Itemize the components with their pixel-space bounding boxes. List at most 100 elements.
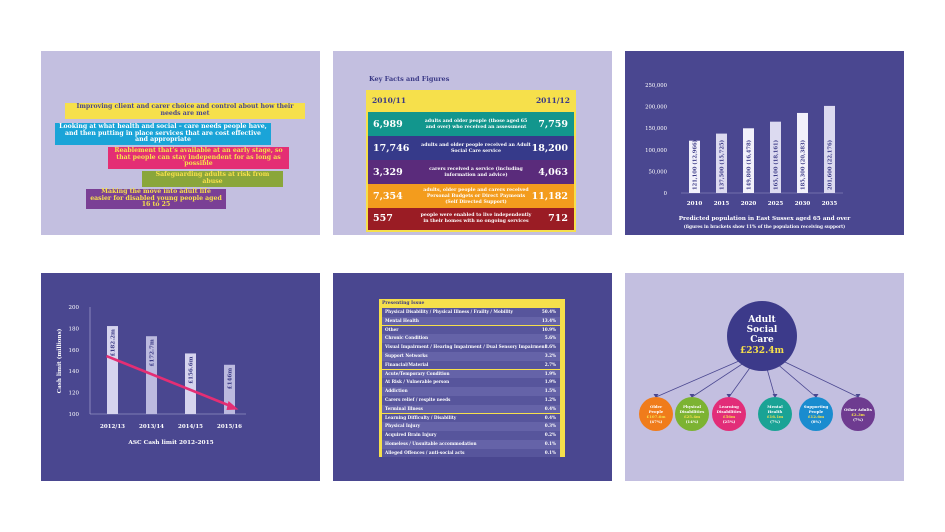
table-row: Mental Health 13.4% [382, 316, 560, 326]
table-row: Financial/Material 2.7% [382, 360, 560, 370]
fact-value-2010: 3,329 [373, 167, 403, 178]
y-tick-label: 200,000 [645, 105, 668, 111]
budget-category-circle: Supporting People £12.6m (8%) [799, 397, 833, 431]
data-bar [107, 326, 118, 414]
y-tick-label: 200 [69, 305, 80, 311]
budget-category-circle: Mental Health £16.1m (7%) [758, 397, 792, 431]
table-row: Physical Injury 0.3% [382, 422, 560, 431]
fact-value-2010: 7,354 [373, 191, 403, 202]
issue-percentage: 1.9% [544, 379, 556, 385]
connector-arrowhead [653, 394, 659, 398]
budget-category-circle: Older People £107.6m (47%) [639, 397, 673, 431]
x-tick-label: 2013/14 [139, 424, 164, 430]
budget-category-amount: £2.3m [851, 411, 865, 417]
data-label: £182.2m [111, 329, 117, 356]
budget-breakdown-slide: Adult Social Care £232.4m Older People £1… [625, 273, 904, 481]
issue-name: Homeless / Unsuitable accommodation [385, 441, 477, 446]
issue-name: Other [385, 326, 399, 332]
priority-strip: Improving client and carer choice and co… [65, 103, 305, 119]
budget-category-circle: Physical Disabilities £25.4m (14%) [675, 397, 709, 431]
table-row: Addiction 1.5% [382, 387, 560, 396]
fact-description: adults, older people and carers received… [423, 188, 529, 205]
budget-category-title: Supporting People [803, 404, 829, 414]
data-bar [797, 112, 808, 193]
issue-percentage: 13.4% [541, 317, 556, 323]
population-chart-slide: 0 50,000 100,000 150,000 200,000 250,000 121,1… [625, 51, 904, 235]
key-fact-row: 17,746 adults and older people received … [368, 136, 574, 162]
data-label: £172.7m [150, 339, 156, 366]
priority-strip: Safeguarding adults at risk from abuse [142, 171, 283, 187]
issue-name: Visual Impairment / Hearing Impairment /… [385, 344, 547, 350]
x-tick-label: 2014/15 [178, 424, 203, 430]
fact-value-2011: 18,200 [531, 143, 568, 154]
connector-arrowhead [855, 394, 861, 398]
issue-percentage: 50.4% [541, 309, 556, 314]
budget-category-percentage: (47%) [649, 419, 663, 424]
year-2010-11: 2010/11 [372, 96, 407, 105]
key-fact-row: 557 people were enabled to live independ… [368, 208, 574, 230]
issue-percentage: 1.5% [544, 388, 556, 394]
fact-value-2011: 712 [548, 213, 568, 224]
table-row: Learning Difficulty / Disability 0.4% [382, 413, 560, 423]
data-label: 201,600 (22,176) [827, 140, 834, 190]
budget-category-title: Physical Disabilities [679, 404, 705, 414]
issue-percentage: 2.7% [544, 361, 556, 367]
y-tick-label: 0 [664, 191, 668, 197]
x-tick-label: 2030 [795, 201, 811, 207]
issue-percentage: 10.9% [541, 326, 556, 332]
table-row: Terminal Illness 0.4% [382, 404, 560, 414]
key-fact-row: 7,354 adults, older people and carers re… [368, 184, 574, 210]
x-tick-label: 2025 [768, 201, 784, 207]
data-bar [689, 140, 700, 193]
priority-strip: Looking at what health and social – care… [55, 123, 271, 145]
budget-category-amount: £12.6m [807, 414, 825, 419]
issue-name: Acute/Temporary Condition [385, 370, 450, 376]
issue-name: Carers relief / respite needs [385, 397, 451, 402]
connector-arrowhead [772, 394, 778, 398]
issue-name: Financial/Material [385, 361, 429, 367]
issue-percentage: 0.3% [544, 423, 556, 429]
issue-name: Acquired Brain Injury [385, 432, 437, 438]
y-tick-label: 140 [69, 369, 80, 375]
budget-category-title: Mental Health [767, 404, 783, 414]
budget-category-percentage: (7%) [769, 419, 781, 424]
fact-description: adults and older people (those aged 65 a… [424, 119, 528, 130]
data-label: 149,800 (16,478) [746, 140, 753, 190]
presenting-issue-slide: Presenting Issue Physical Disability / P… [333, 273, 612, 481]
budget-category-amount: £107.6m [646, 414, 666, 419]
table-row: Carers relief / respite needs 1.2% [382, 396, 560, 405]
fact-description: adults and older people received an Adul… [421, 143, 531, 154]
table-row: Acquired Brain Injury 0.2% [382, 431, 560, 440]
priorities-slide: Improving client and carer choice and co… [41, 51, 320, 235]
adult-social-care-title: Adult Social Care [746, 315, 778, 345]
budget-category-amount: £16.1m [766, 414, 784, 419]
data-label: 137,500 (15,725) [719, 140, 726, 190]
data-bar [716, 133, 727, 193]
data-label: £156.6m [189, 356, 195, 383]
issue-name: Terminal Illness [385, 405, 423, 411]
cash-limit-bar-chart: 100 120 140 160 180 200 Cash limit (millions) £… [56, 305, 246, 446]
x-tick-label: 2015/16 [217, 424, 242, 430]
table-row: Acute/Temporary Condition 1.9% [382, 369, 560, 379]
priority-strip: Reablement that’s available at an early … [108, 147, 289, 169]
issue-percentage: 5.6% [544, 335, 556, 341]
fact-description: carers received a service (including inf… [429, 167, 523, 178]
issue-name: Alleged Offences / anti-social acts [385, 449, 465, 455]
y-tick-label: 100,000 [645, 148, 668, 154]
key-facts-slide: Key Facts and Figures 2010/11 2011/12 6,… [333, 51, 612, 235]
key-facts-title: Key Facts and Figures [369, 75, 450, 83]
table-row: Chronic Condition 5.6% [382, 334, 560, 343]
table-row: Other 10.9% [382, 325, 560, 335]
data-bar [224, 364, 235, 414]
budget-category-amount: £25.4m [683, 414, 701, 419]
year-2011-12: 2011/12 [535, 96, 570, 105]
issue-percentage: 0.1% [544, 449, 556, 455]
issue-percentage: 0.4% [544, 405, 556, 411]
budget-category-circle: Learning Disabilities £56m (25%) [712, 397, 746, 431]
connector-arrowhead [689, 394, 695, 398]
issue-percentage: 0.4% [544, 414, 556, 420]
y-tick-label: 120 [69, 391, 80, 397]
y-tick-label: 180 [69, 326, 80, 332]
y-tick-label: 100 [69, 412, 80, 418]
fact-value-2010: 17,746 [373, 143, 410, 154]
